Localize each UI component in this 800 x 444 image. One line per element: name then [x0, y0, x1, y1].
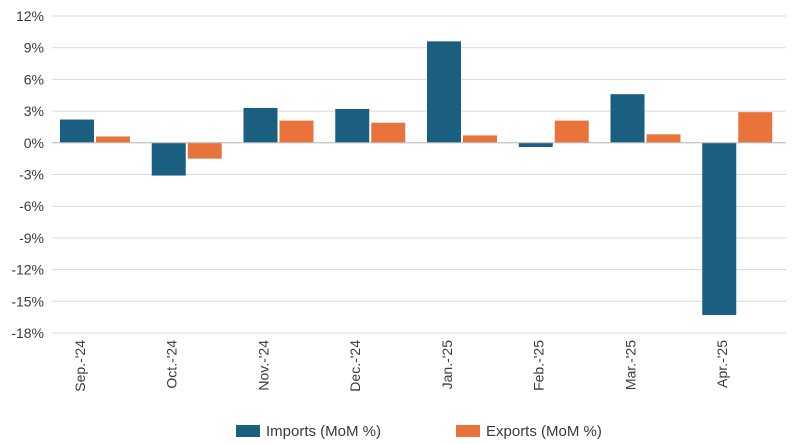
y-tick-label: 12%: [16, 8, 44, 24]
legend-swatch-imports: [236, 425, 260, 437]
legend-label-exports: Exports (MoM %): [486, 423, 602, 440]
bar-imports-2: [243, 107, 278, 143]
x-tick-label: Mar.-'25: [622, 340, 638, 390]
y-tick-label: -18%: [11, 325, 44, 341]
x-tick-label: Nov.-'24: [255, 340, 271, 391]
bar-exports-7: [738, 112, 773, 143]
y-tick-label: -9%: [19, 230, 44, 246]
bar-imports-5: [518, 142, 553, 148]
bar-imports-0: [60, 119, 94, 143]
x-tick-label: Oct.-'24: [164, 340, 180, 389]
bar-imports-4: [427, 41, 461, 143]
y-axis-ticks: 12% 9% 6% 3% 0% -3% -6% -9% -12% -15% -18%: [11, 8, 44, 341]
legend: Imports (MoM %) Exports (MoM %): [236, 423, 602, 440]
x-tick-label: Dec.-'24: [347, 340, 363, 392]
bar-imports-3: [335, 108, 370, 143]
y-tick-label: 6%: [24, 71, 44, 87]
bar-exports-2: [279, 120, 314, 143]
bar-exports-0: [96, 136, 130, 143]
bar-imports-6: [610, 94, 645, 143]
bar-imports-7: [702, 142, 737, 316]
y-tick-label: 3%: [24, 103, 44, 119]
y-tick-label: -12%: [11, 262, 44, 278]
x-tick-label: Jan.-'25: [439, 340, 455, 390]
x-tick-label: Feb.-'25: [531, 340, 547, 391]
y-tick-label: 0%: [24, 135, 44, 151]
y-tick-label: -3%: [19, 167, 44, 183]
bars: [60, 41, 773, 316]
bar-exports-6: [646, 134, 681, 143]
y-tick-label: -15%: [11, 293, 44, 309]
y-tick-label: 9%: [24, 40, 44, 56]
bar-exports-3: [371, 122, 406, 143]
bar-exports-5: [554, 120, 589, 143]
bar-exports-1: [187, 142, 222, 159]
x-axis-ticks: Sep.-'24 Oct.-'24 Nov.-'24 Dec.-'24 Jan.-'25…: [72, 340, 730, 392]
legend-swatch-exports: [456, 425, 480, 437]
bar-imports-1: [151, 142, 186, 176]
y-tick-label: -6%: [19, 198, 44, 214]
x-tick-label: Apr.-'25: [714, 340, 730, 388]
legend-label-imports: Imports (MoM %): [266, 423, 381, 440]
x-tick-label: Sep.-'24: [72, 340, 88, 392]
bar-exports-4: [463, 135, 497, 143]
